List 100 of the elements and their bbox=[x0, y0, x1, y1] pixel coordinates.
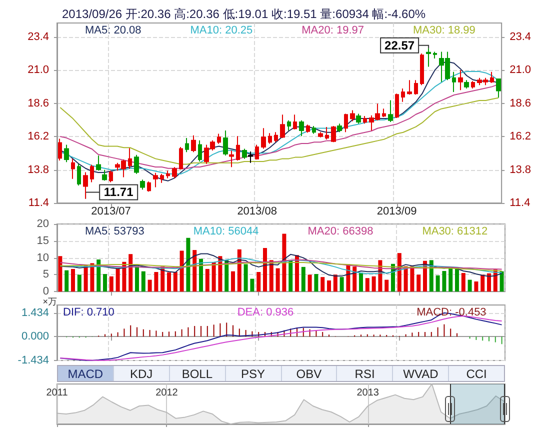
bar bbox=[103, 274, 107, 292]
candlestick bbox=[356, 113, 361, 124]
bar bbox=[359, 272, 363, 292]
y-tick-label: 0 bbox=[42, 286, 49, 298]
candlestick bbox=[71, 158, 75, 180]
candlestick bbox=[166, 170, 170, 179]
candlestick bbox=[160, 173, 164, 184]
candlestick bbox=[280, 114, 285, 139]
candlestick bbox=[458, 70, 463, 91]
bar bbox=[256, 272, 261, 292]
candlestick bbox=[426, 48, 431, 68]
bar bbox=[500, 271, 504, 292]
bar bbox=[295, 255, 299, 292]
bar bbox=[461, 273, 466, 292]
bar bbox=[218, 256, 222, 292]
y-tick-label: 13.8 bbox=[28, 164, 49, 176]
y-tick-label: 1.434 bbox=[21, 306, 49, 319]
candlestick bbox=[293, 114, 297, 130]
y-tick-label: 0.000 bbox=[21, 330, 49, 343]
series-label: DEA: 0.936 bbox=[237, 306, 294, 318]
chart-title: 2013/09/26 开:20.36 高:20.36 低:19.01 收:19.51 量:60934 幅:-4.60% bbox=[62, 7, 426, 21]
candlestick bbox=[452, 71, 456, 92]
y-tick-label: 10 bbox=[36, 252, 49, 264]
line-series bbox=[60, 253, 502, 277]
bar bbox=[314, 274, 318, 292]
candlestick bbox=[261, 128, 266, 150]
text: MA5: 20.08 bbox=[85, 24, 142, 36]
candlestick bbox=[299, 120, 304, 137]
bar bbox=[58, 256, 62, 292]
bar bbox=[288, 260, 293, 292]
bar bbox=[448, 268, 453, 292]
annotation: 11.71 bbox=[104, 185, 134, 200]
y2-tick-label: 18.6 bbox=[510, 97, 532, 110]
candlestick bbox=[198, 140, 202, 162]
text: MA20: 66398 bbox=[308, 226, 374, 238]
line-series bbox=[60, 97, 499, 165]
candlestick bbox=[337, 123, 342, 133]
candlestick bbox=[102, 169, 107, 182]
candlestick bbox=[407, 80, 412, 96]
candlestick bbox=[318, 132, 323, 138]
bar bbox=[231, 271, 235, 292]
bar bbox=[180, 250, 184, 292]
candlestick bbox=[236, 136, 240, 161]
candlestick bbox=[490, 71, 494, 84]
bar bbox=[442, 270, 446, 292]
y2-tick-label: 23.4 bbox=[510, 30, 532, 43]
x-tick-label: 2013/07 bbox=[91, 206, 131, 218]
bar bbox=[90, 263, 94, 292]
text: DIF: 0.710 bbox=[63, 306, 114, 318]
candlestick bbox=[395, 93, 399, 118]
bar bbox=[372, 276, 376, 292]
candlestick bbox=[287, 120, 291, 131]
bar bbox=[301, 266, 306, 292]
bar bbox=[224, 260, 229, 292]
bar bbox=[135, 266, 139, 292]
candlestick bbox=[414, 80, 418, 96]
candlestick bbox=[77, 163, 81, 186]
y-axis-title: ×万 bbox=[42, 296, 57, 306]
y-tick-label: 23.4 bbox=[28, 30, 49, 43]
bar bbox=[263, 248, 267, 292]
bar bbox=[250, 278, 254, 292]
candlestick bbox=[382, 108, 386, 118]
text: MA20: 19.97 bbox=[302, 24, 364, 36]
bar bbox=[410, 266, 414, 292]
text: OBV bbox=[280, 366, 336, 381]
candlestick bbox=[363, 116, 367, 124]
candlestick bbox=[464, 80, 469, 89]
candlestick bbox=[344, 113, 348, 133]
bar bbox=[96, 259, 101, 292]
text: MACD bbox=[58, 366, 113, 381]
candlestick bbox=[325, 126, 329, 140]
candlestick bbox=[248, 150, 253, 164]
bar bbox=[64, 270, 69, 292]
bar bbox=[365, 278, 370, 292]
candlestick bbox=[179, 146, 183, 170]
bar bbox=[186, 238, 190, 292]
y-tick-label: 11.4 bbox=[28, 197, 49, 209]
candlestick bbox=[109, 170, 113, 183]
bar bbox=[173, 272, 178, 292]
candlestick bbox=[312, 126, 316, 134]
bar bbox=[455, 268, 459, 292]
candlestick bbox=[90, 164, 94, 183]
candlestick bbox=[242, 148, 247, 160]
bar bbox=[276, 268, 280, 292]
candlestick bbox=[128, 148, 132, 170]
candlestick bbox=[83, 172, 88, 200]
bar bbox=[109, 276, 114, 292]
text: KDJ bbox=[112, 366, 169, 381]
candlestick bbox=[134, 154, 139, 174]
y-tick-label: 16.2 bbox=[28, 130, 49, 143]
bar bbox=[116, 268, 120, 292]
bar bbox=[429, 260, 434, 292]
bar bbox=[474, 281, 478, 292]
bar bbox=[404, 266, 408, 292]
bar bbox=[352, 266, 357, 292]
bar bbox=[212, 262, 216, 292]
candlestick bbox=[153, 172, 158, 188]
bar bbox=[71, 268, 75, 292]
bar bbox=[397, 253, 402, 292]
candlestick bbox=[331, 126, 336, 143]
